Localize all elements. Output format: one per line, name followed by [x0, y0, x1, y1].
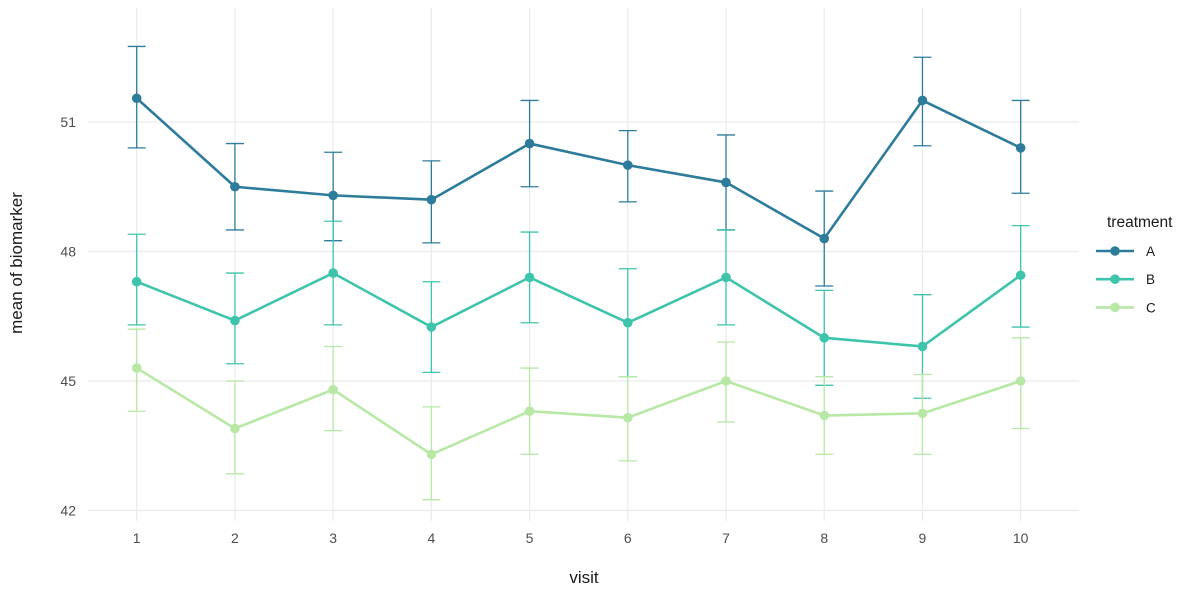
data-point — [328, 190, 338, 201]
data-point — [230, 423, 240, 434]
series-line — [135, 97, 1022, 240]
data-point — [1015, 376, 1026, 386]
legend-title: treatment — [1107, 214, 1173, 231]
data-point — [524, 406, 535, 417]
legend-label: B — [1146, 272, 1155, 287]
data-point — [328, 268, 338, 278]
data-point — [623, 412, 633, 423]
data-point — [524, 272, 535, 283]
legend-item-C: C — [1096, 300, 1156, 315]
legend-items: ABC — [1096, 244, 1156, 315]
y-tick-label: 51 — [60, 114, 76, 130]
series-B — [127, 220, 1030, 399]
data-point — [819, 233, 830, 244]
x-tick-label: 2 — [231, 530, 239, 546]
data-point — [426, 449, 437, 460]
legend-key-point — [1110, 274, 1120, 285]
series-line — [136, 366, 1022, 456]
grid-layer — [88, 8, 1079, 521]
data-point — [819, 410, 830, 421]
x-tick-label: 10 — [1013, 530, 1029, 546]
series-layer — [127, 45, 1030, 501]
data-point — [131, 276, 142, 287]
data-point — [230, 181, 240, 192]
data-point — [131, 93, 142, 104]
x-tick-label: 1 — [133, 530, 141, 546]
data-point — [721, 177, 731, 188]
legend-item-A: A — [1096, 244, 1155, 259]
x-tick-label: 5 — [526, 530, 534, 546]
x-axis-title: visit — [569, 568, 599, 587]
x-tick-label: 4 — [427, 530, 435, 546]
data-point — [917, 341, 928, 352]
data-point — [426, 194, 437, 205]
x-tick-label: 3 — [329, 530, 337, 546]
data-point — [917, 408, 928, 419]
data-point — [524, 138, 535, 149]
data-point — [917, 95, 928, 106]
data-point — [819, 333, 830, 343]
series-C — [127, 328, 1030, 501]
data-point — [131, 363, 142, 373]
data-point — [426, 322, 437, 332]
x-tick-label: 6 — [624, 530, 632, 546]
data-point — [623, 317, 633, 328]
series-A — [127, 45, 1030, 287]
data-point — [328, 384, 338, 395]
data-point — [1015, 143, 1026, 153]
data-point — [230, 315, 240, 326]
y-tick-label: 48 — [60, 243, 76, 259]
legend-item-B: B — [1096, 272, 1155, 287]
legend-key-point — [1110, 302, 1120, 313]
data-point — [1015, 270, 1026, 281]
legend-label: C — [1146, 300, 1156, 315]
data-point — [623, 160, 633, 170]
data-point — [721, 272, 731, 283]
x-tick-label: 7 — [722, 530, 730, 546]
legend: treatment ABC — [1096, 214, 1173, 315]
x-tick-label: 9 — [919, 530, 927, 546]
legend-label: A — [1146, 244, 1155, 259]
y-tick-label: 45 — [60, 373, 76, 389]
y-axis-title: mean of biomarker — [7, 192, 26, 334]
series-line — [136, 271, 1022, 348]
data-point — [721, 376, 731, 386]
y-tick-label: 42 — [60, 503, 76, 519]
x-tick-label: 8 — [820, 530, 828, 546]
legend-key-point — [1110, 246, 1120, 256]
